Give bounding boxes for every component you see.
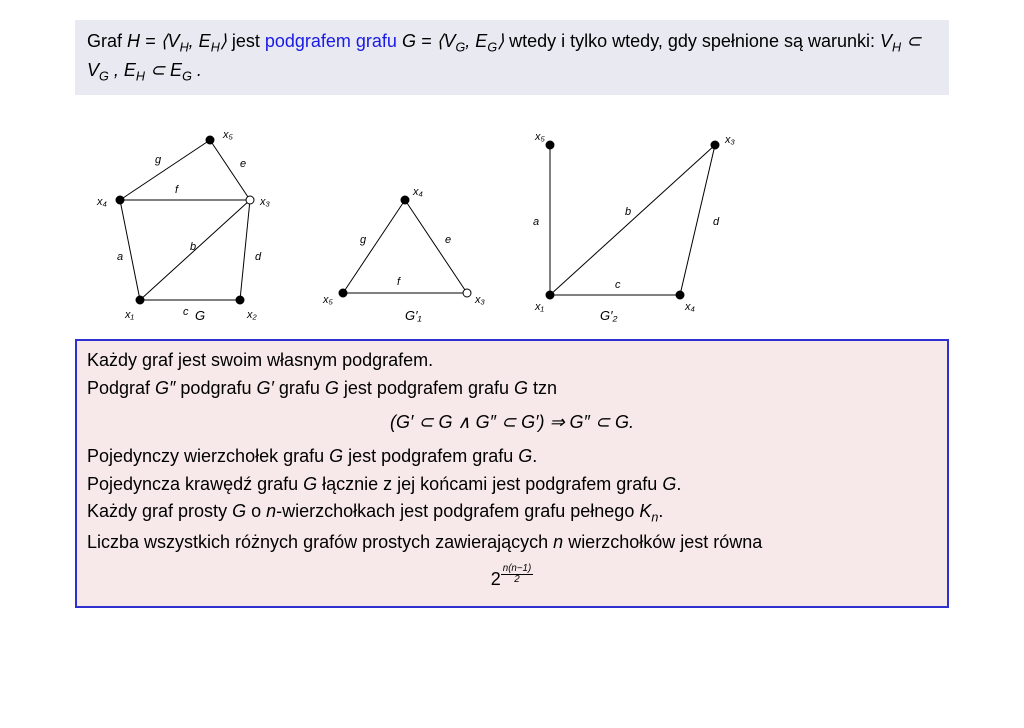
svg-text:c: c (615, 279, 621, 291)
svg-text:a: a (533, 216, 539, 228)
svg-text:g: g (155, 154, 162, 166)
svg-text:x₄: x₄ (684, 301, 695, 313)
term: podgrafem grafu (265, 31, 397, 51)
properties-box: Każdy graf jest swoim własnym podgrafem.… (75, 339, 949, 608)
p1: Każdy graf jest swoim własnym podgrafem. (87, 347, 937, 375)
p5: Każdy graf prosty G o n-wierzchołkach je… (87, 498, 937, 528)
svg-text:x₁: x₁ (124, 309, 135, 321)
svg-text:x₅: x₅ (222, 129, 234, 141)
svg-text:x₃: x₃ (474, 294, 486, 306)
svg-text:x₃: x₃ (259, 196, 271, 208)
svg-text:e: e (240, 158, 246, 170)
svg-text:b: b (190, 241, 196, 253)
t: jest (227, 31, 265, 51)
count-formula: 2n(n−1)2 (87, 562, 937, 594)
p4: Pojedyncza krawędź grafu G łącznie z jej… (87, 471, 937, 499)
svg-text:x₁: x₁ (534, 301, 545, 313)
svg-text:G: G (195, 308, 205, 323)
svg-text:x₅: x₅ (322, 294, 334, 306)
svg-text:e: e (445, 234, 451, 246)
svg-text:G′₂: G′₂ (600, 308, 618, 323)
graphs-svg: g e f a d b c x₅ x₄ x₃ x₁ x₂ Gg e f x₄ x₅ x₃ G′₁ a b d c x₅ x₃ x₁… (75, 125, 775, 325)
g-expr: G = ⟨VG, EG⟩ (402, 31, 504, 51)
svg-text:b: b (625, 206, 631, 218)
formula-implication: (G′ ⊂ G ∧ G″ ⊂ G′) ⇒ G″ ⊂ G. (87, 409, 937, 437)
svg-text:x₄: x₄ (96, 196, 107, 208)
svg-text:a: a (117, 251, 123, 263)
svg-text:c: c (183, 306, 189, 318)
h-expr: H = ⟨VH, EH⟩ (127, 31, 227, 51)
p3: Pojedynczy wierzchołek grafu G jest podg… (87, 443, 937, 471)
t: wtedy i tylko wtedy, gdy spełnione są wa… (504, 31, 880, 51)
svg-text:d: d (713, 216, 720, 228)
svg-text:f: f (175, 184, 179, 196)
definition-box: Graf H = ⟨VH, EH⟩ jest podgrafem grafu G… (75, 20, 949, 95)
svg-text:g: g (360, 234, 367, 246)
svg-text:G′₁: G′₁ (405, 308, 422, 323)
p6: Liczba wszystkich różnych grafów prostyc… (87, 529, 937, 557)
svg-text:d: d (255, 251, 262, 263)
graphs-row: g e f a d b c x₅ x₄ x₃ x₁ x₂ Gg e f x₄ x₅ x₃ G′₁ a b d c x₅ x₃ x₁… (75, 125, 949, 325)
svg-text:f: f (397, 276, 401, 288)
svg-text:x₅: x₅ (534, 131, 546, 143)
t: Graf (87, 31, 127, 51)
svg-text:x₂: x₂ (246, 309, 258, 321)
svg-text:x₃: x₃ (724, 134, 736, 146)
svg-text:x₄: x₄ (412, 186, 423, 198)
p2: Podgraf G″ podgrafu G′ grafu G jest podg… (87, 375, 937, 403)
